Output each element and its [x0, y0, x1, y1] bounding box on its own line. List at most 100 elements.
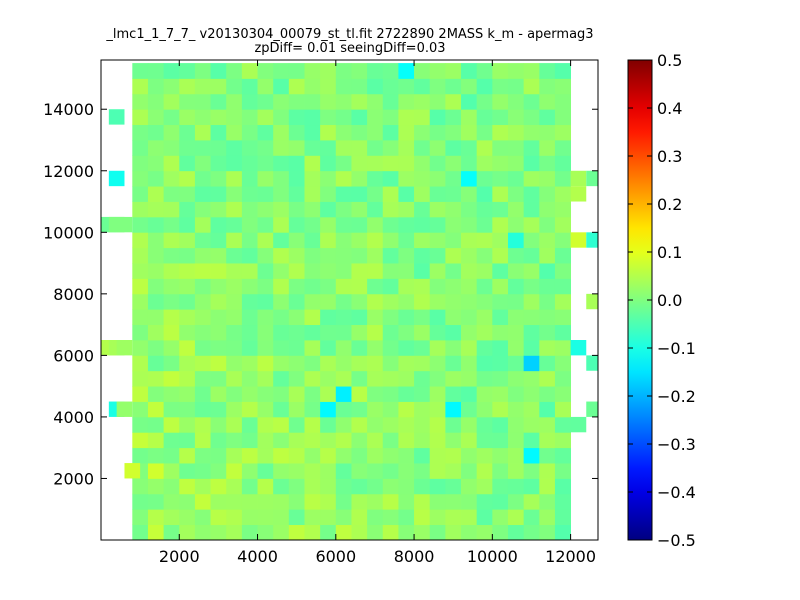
heatmap-cell — [320, 293, 337, 310]
heatmap-cell — [304, 216, 321, 233]
heatmap-cell — [507, 324, 525, 341]
heatmap-cell — [539, 216, 556, 233]
heatmap-cell — [507, 386, 525, 402]
heatmap-cell — [429, 170, 446, 187]
heatmap-cell — [398, 340, 415, 356]
heatmap-cell — [461, 170, 478, 187]
heatmap-cell — [132, 109, 149, 126]
heatmap-cell — [507, 355, 525, 372]
heatmap-cell — [320, 447, 337, 464]
heatmap-cell — [194, 155, 211, 172]
heatmap-cell — [147, 370, 165, 387]
heatmap-cell — [507, 447, 525, 464]
heatmap-cell — [445, 509, 462, 526]
heatmap-cell — [210, 432, 227, 449]
heatmap-cell — [210, 278, 227, 295]
heatmap-cell — [367, 93, 384, 110]
heatmap-cell — [226, 63, 243, 79]
heatmap-cell — [147, 524, 165, 541]
heatmap-cell — [445, 447, 462, 464]
heatmap-cell — [382, 170, 399, 187]
heatmap-cell — [398, 463, 415, 479]
heatmap-cell — [226, 478, 243, 495]
heatmap-cell — [132, 216, 149, 233]
heatmap-cell — [226, 216, 243, 233]
heatmap-cell — [132, 493, 149, 510]
heatmap-cell — [257, 232, 274, 249]
colorbar-ticks: 0.5 0.4 0.3 0.2 0.1 0.0 −0.1 −0.2 −0.3 −0.4 −0.5 — [628, 51, 696, 550]
heatmap-cell — [461, 140, 478, 156]
heatmap-cell — [320, 78, 337, 95]
heatmap-cell — [382, 140, 399, 156]
heatmap-cell — [210, 63, 227, 79]
heatmap-cell — [163, 263, 180, 279]
heatmap-cell — [445, 524, 462, 541]
heatmap-cell — [398, 216, 415, 233]
y-tick-label: 8000 — [53, 285, 94, 304]
heatmap-cell — [429, 247, 446, 264]
heatmap-cell — [492, 463, 509, 479]
heatmap-cell — [492, 109, 509, 126]
heatmap-cell — [523, 186, 540, 202]
heatmap-cell — [335, 186, 352, 202]
heatmap-cell — [476, 463, 493, 479]
heatmap-cell — [507, 170, 525, 187]
heatmap-cell — [414, 493, 431, 510]
heatmap-cell — [194, 140, 211, 156]
heatmap-cell — [429, 401, 446, 418]
heatmap-cell — [304, 401, 321, 418]
heatmap-cell — [507, 309, 525, 326]
heatmap-cell — [288, 247, 305, 264]
heatmap-cell — [304, 263, 321, 279]
heatmap-cell — [429, 63, 446, 79]
heatmap-cell — [226, 170, 243, 187]
heatmap-cell — [461, 186, 478, 202]
heatmap-cell — [507, 278, 525, 295]
heatmap-cell — [241, 140, 258, 156]
heatmap-cell — [554, 170, 571, 187]
heatmap-cell — [163, 432, 180, 449]
y-tick-label: 10000 — [43, 223, 94, 242]
heatmap-cell — [507, 401, 525, 418]
heatmap-cell — [554, 447, 571, 464]
heatmap-cell — [320, 170, 337, 187]
heatmap-cell — [288, 170, 305, 187]
heatmap-cell — [429, 340, 446, 356]
heatmap-cell — [382, 109, 399, 126]
heatmap-cell — [554, 263, 571, 279]
heatmap-cell — [132, 140, 149, 156]
heatmap-cell — [539, 232, 556, 249]
heatmap-cell — [523, 63, 540, 79]
heatmap-cell — [320, 232, 337, 249]
heatmap-cell — [179, 478, 196, 495]
heatmap-cell — [304, 140, 321, 156]
heatmap-cell — [335, 140, 352, 156]
heatmap-cell — [257, 93, 274, 110]
heatmap-cell — [476, 78, 493, 95]
heatmap-cell — [367, 324, 384, 341]
heatmap-cell — [398, 140, 415, 156]
heatmap-edge-cell — [586, 232, 598, 248]
heatmap-cell — [210, 340, 227, 356]
heatmap-cell — [210, 124, 227, 141]
heatmap-cell — [257, 340, 274, 356]
heatmap-cell — [257, 263, 274, 279]
heatmap-cell — [210, 524, 227, 541]
heatmap-cell — [554, 155, 571, 172]
heatmap-cell — [382, 124, 399, 141]
heatmap-cell — [523, 432, 540, 449]
heatmap-cell — [288, 524, 305, 541]
heatmap-cell — [461, 124, 478, 141]
heatmap-cell — [147, 124, 165, 141]
heatmap-cell — [179, 493, 196, 510]
heatmap-cell — [398, 509, 415, 526]
heatmap-cell — [507, 493, 525, 510]
heatmap-cell — [382, 478, 399, 495]
heatmap-cell — [351, 324, 368, 341]
heatmap-cell — [163, 524, 180, 541]
heatmap-cell — [382, 401, 399, 418]
heatmap-cell — [351, 263, 368, 279]
heatmap-cell — [163, 216, 180, 233]
heatmap-cell — [476, 416, 493, 433]
heatmap-cell — [414, 524, 431, 541]
